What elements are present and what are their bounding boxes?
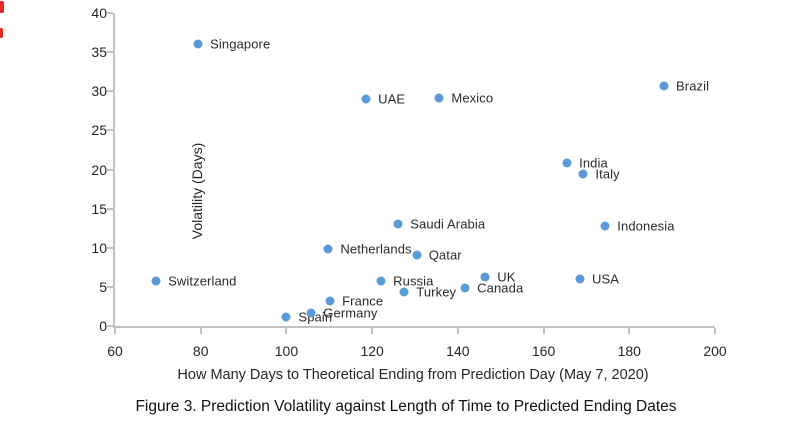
x-axis-tick-label: 160 <box>531 343 556 359</box>
y-axis-tick-label: 20 <box>91 161 107 178</box>
data-point-label: Italy <box>595 166 620 182</box>
data-point-label: Russia <box>393 273 434 289</box>
data-point-label: India <box>579 155 608 171</box>
x-axis-tick <box>199 328 202 334</box>
y-axis-tick <box>107 12 113 14</box>
y-axis-tick-label: 0 <box>99 318 107 334</box>
data-point-turkey <box>399 287 409 297</box>
data-point-indonesia <box>600 221 610 231</box>
data-point-brazil <box>659 81 669 91</box>
x-axis-tick-label: 100 <box>274 343 299 359</box>
data-point-label: Brazil <box>676 78 710 94</box>
data-point-saudi-arabia <box>393 219 403 229</box>
data-point-italy <box>578 169 588 179</box>
data-point-label: Indonesia <box>617 218 675 234</box>
data-point-uk <box>480 272 490 282</box>
y-axis-tick <box>107 207 113 210</box>
data-point-usa <box>575 274 585 284</box>
data-point-label: UAE <box>378 91 406 107</box>
data-point-label: Netherlands <box>340 241 412 257</box>
x-axis-tick <box>285 328 288 334</box>
data-point-label: France <box>342 293 384 309</box>
x-axis-tick <box>114 328 116 334</box>
x-axis-tick-label: 200 <box>703 343 727 359</box>
red-edge-mark-bottom <box>0 28 3 38</box>
y-axis-tick <box>107 246 113 249</box>
x-axis-tick-label: 60 <box>107 343 123 359</box>
data-point-label: Mexico <box>451 90 494 105</box>
data-point-label: Qatar <box>428 247 462 263</box>
x-axis-tick <box>714 328 716 334</box>
data-point-germany <box>306 308 316 318</box>
data-point-label: Saudi Arabia <box>410 216 486 232</box>
data-point-france <box>325 296 335 306</box>
y-axis-tick-label: 5 <box>99 278 107 295</box>
y-axis-tick <box>107 325 113 327</box>
y-axis-tick-label: 40 <box>91 5 107 21</box>
y-axis-tick <box>107 90 113 93</box>
data-point-label: Singapore <box>210 36 271 52</box>
y-axis-tick <box>107 285 113 288</box>
x-axis-tick <box>456 328 459 334</box>
data-point-spain <box>281 312 291 322</box>
y-axis-tick-label: 10 <box>91 239 107 256</box>
y-axis-tick <box>107 51 113 54</box>
x-axis-tick-label: 80 <box>192 343 209 359</box>
x-axis-tick-label: 120 <box>360 343 384 359</box>
y-axis-tick-label: 30 <box>91 83 107 100</box>
data-point-switzerland <box>151 276 161 286</box>
data-point-singapore <box>193 39 203 49</box>
data-point-label: UK <box>497 269 516 285</box>
red-edge-mark-top <box>0 1 4 13</box>
figure-caption: Figure 3. Prediction Volatility against … <box>135 398 677 415</box>
data-point-label: Germany <box>323 305 378 321</box>
data-point-mexico <box>434 93 444 102</box>
data-point-russia <box>376 276 386 286</box>
data-point-netherlands <box>323 244 333 254</box>
x-axis-tick-label: 180 <box>617 343 641 359</box>
plot-area: Volatility (Days) 60 80 100 120 140 160 180 200… <box>91 5 726 359</box>
x-axis-title: How Many Days to Theoretical Ending from… <box>177 367 649 383</box>
data-point-label: Switzerland <box>168 273 237 289</box>
y-axis-tick-label: 15 <box>91 200 107 217</box>
data-point-label: Turkey <box>416 284 457 300</box>
y-axis-tick-label: 35 <box>91 44 107 61</box>
data-point-label: Canada <box>477 280 524 296</box>
x-axis-tick <box>371 328 374 334</box>
data-point-india <box>562 158 572 168</box>
x-axis-tick <box>628 328 631 334</box>
data-point-uae <box>361 94 371 104</box>
y-axis-tick <box>107 168 113 171</box>
y-axis-tick-label: 25 <box>91 122 107 139</box>
data-point-canada <box>460 283 470 293</box>
x-axis-tick <box>542 328 545 334</box>
data-point-qatar <box>412 250 422 260</box>
y-axis-tick <box>107 129 113 132</box>
data-point-label: USA <box>592 271 620 287</box>
x-axis-tick-label: 140 <box>446 343 470 359</box>
